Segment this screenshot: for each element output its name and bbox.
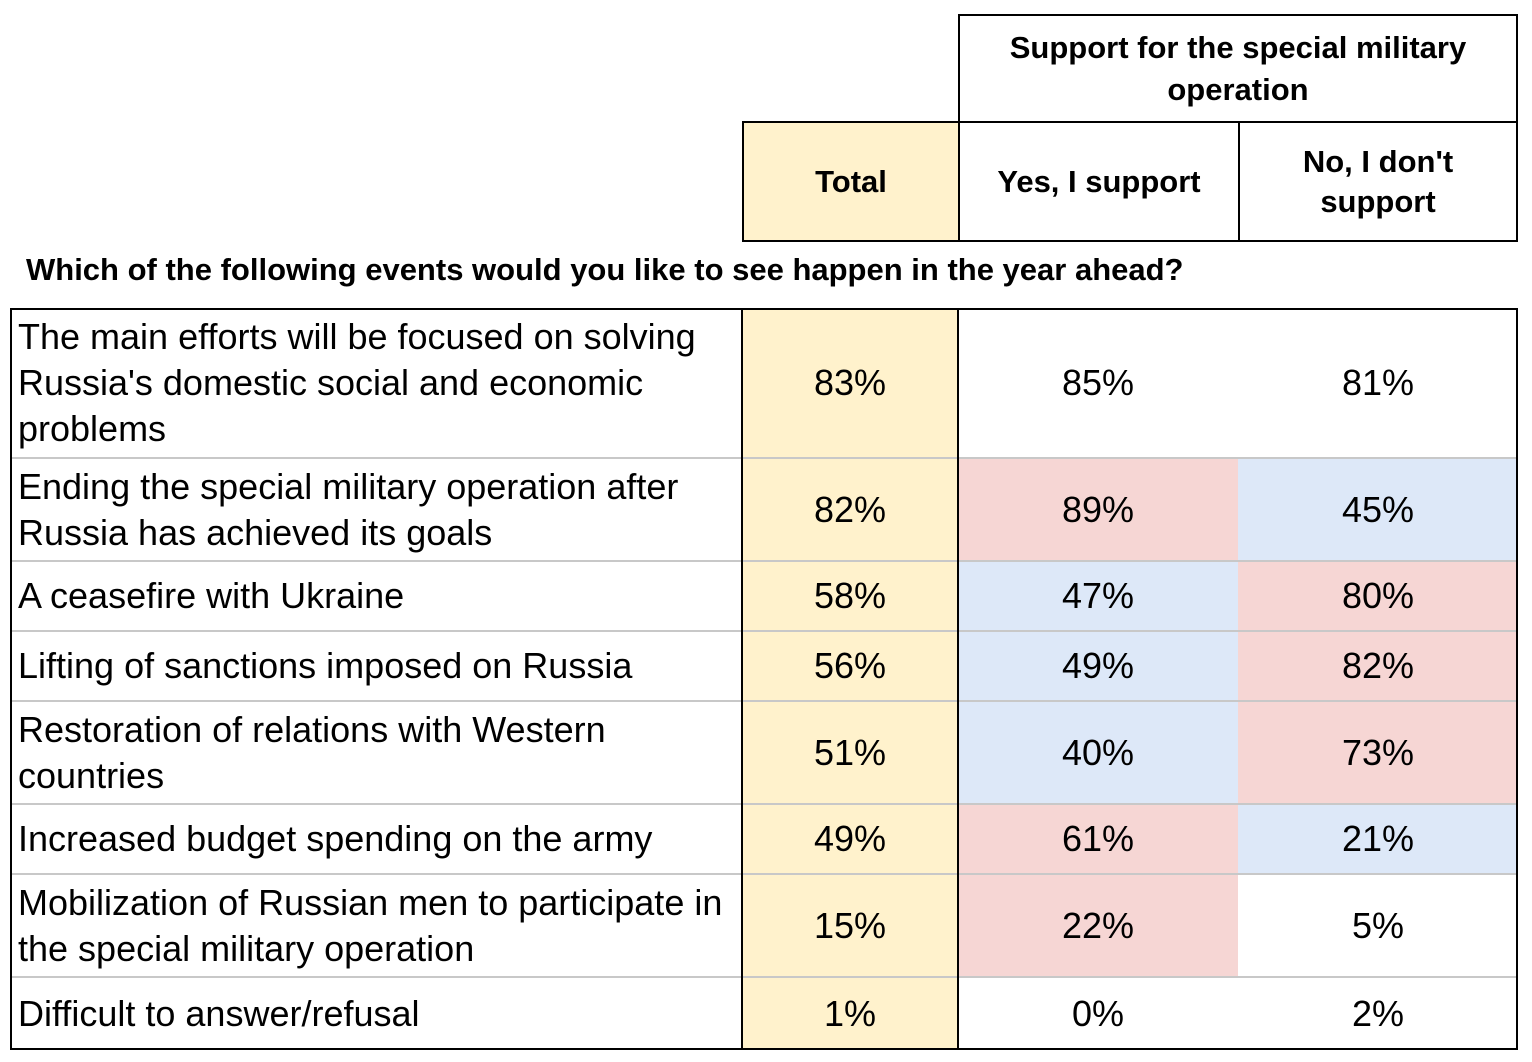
results-table: The main efforts will be focused on solv…: [10, 308, 1518, 1050]
table-row: The main efforts will be focused on solv…: [10, 308, 1518, 459]
row-divider: [10, 560, 1518, 562]
table-row: Lifting of sanctions imposed on Russia 56…: [10, 631, 1518, 702]
row-divider: [10, 976, 1518, 978]
table-row: Mobilization of Russian men to participa…: [10, 874, 1518, 978]
table-row: A ceasefire with Ukraine 58% 47% 80%: [10, 561, 1518, 632]
total-value: 1%: [742, 977, 958, 1050]
column-header-yes-label: Yes, I support: [997, 163, 1201, 199]
question-title: Which of the following events would you …: [26, 252, 1184, 287]
divider-total: [741, 308, 743, 1050]
row-label: Lifting of sanctions imposed on Russia: [18, 645, 633, 686]
no-support-value: 5%: [1238, 874, 1518, 977]
column-header-total-label: Total: [815, 163, 887, 199]
row-divider: [10, 803, 1518, 805]
table-row: Restoration of relations with Western co…: [10, 701, 1518, 805]
total-value: 82%: [742, 458, 958, 561]
row-divider: [10, 457, 1518, 459]
table-row: Increased budget spending on the army 49%…: [10, 804, 1518, 875]
no-support-value: 82%: [1238, 631, 1518, 701]
yes-support-value: 0%: [958, 977, 1238, 1050]
row-label: Mobilization of Russian men to participa…: [18, 881, 723, 969]
group-header-support: Support for the special military operati…: [958, 14, 1518, 123]
group-header-label: Support for the special military operati…: [1009, 29, 1467, 107]
row-label: Difficult to answer/refusal: [18, 992, 420, 1034]
no-support-value: 21%: [1238, 804, 1518, 874]
column-header-no-label: No, I don't support: [1302, 143, 1454, 219]
yes-support-value: 40%: [958, 701, 1238, 804]
row-divider: [10, 700, 1518, 702]
yes-support-value: 49%: [958, 631, 1238, 701]
row-label: Increased budget spending on the army: [18, 818, 653, 859]
row-label: Restoration of relations with Western co…: [18, 708, 606, 796]
no-support-value: 80%: [1238, 561, 1518, 631]
column-header-no: No, I don't support: [1238, 121, 1518, 242]
no-support-value: 73%: [1238, 701, 1518, 804]
total-value: 58%: [742, 561, 958, 631]
column-header-yes: Yes, I support: [958, 121, 1240, 242]
total-value: 56%: [742, 631, 958, 701]
table-row: Difficult to answer/refusal 1% 0% 2%: [10, 977, 1518, 1050]
total-value: 15%: [742, 874, 958, 977]
row-label: The main efforts will be focused on solv…: [18, 316, 696, 449]
divider-yes: [957, 308, 959, 1050]
yes-support-value: 47%: [958, 561, 1238, 631]
row-divider: [10, 630, 1518, 632]
total-value: 49%: [742, 804, 958, 874]
yes-support-value: 89%: [958, 458, 1238, 561]
no-support-value: 45%: [1238, 458, 1518, 561]
total-value: 83%: [742, 308, 958, 458]
total-value: 51%: [742, 701, 958, 804]
row-label: A ceasefire with Ukraine: [18, 575, 405, 616]
table-row: Ending the special military operation af…: [10, 458, 1518, 562]
yes-support-value: 61%: [958, 804, 1238, 874]
no-support-value: 2%: [1238, 977, 1518, 1050]
yes-support-value: 22%: [958, 874, 1238, 977]
row-divider: [10, 873, 1518, 875]
yes-support-value: 85%: [958, 308, 1238, 458]
row-label: Ending the special military operation af…: [18, 465, 679, 553]
column-header-total: Total: [742, 121, 960, 242]
no-support-value: 81%: [1238, 308, 1518, 458]
